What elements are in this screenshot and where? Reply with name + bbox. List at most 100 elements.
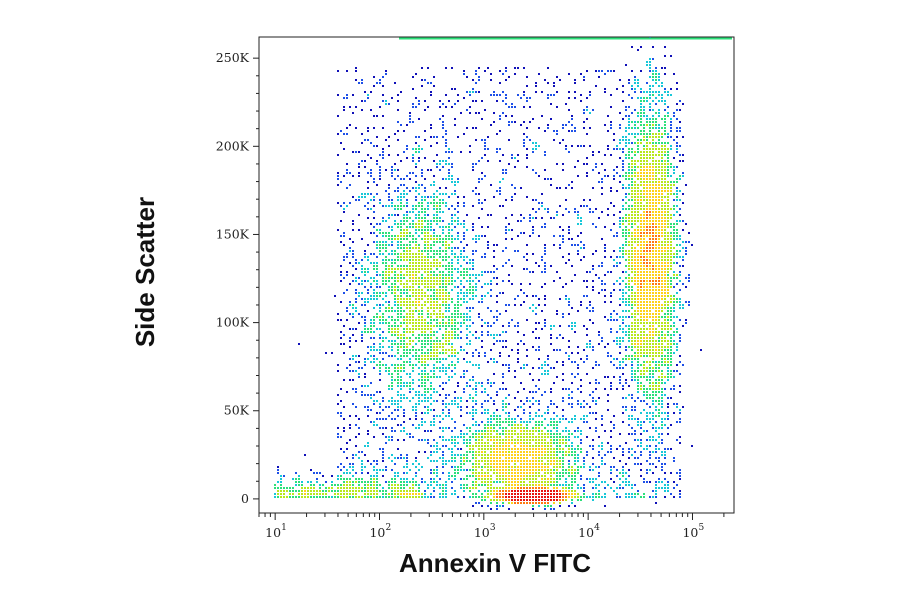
event-dot bbox=[568, 151, 570, 153]
event-dot bbox=[358, 292, 360, 294]
event-dot bbox=[532, 439, 534, 441]
event-dot bbox=[619, 211, 621, 213]
event-dot bbox=[403, 214, 405, 216]
event-dot bbox=[517, 460, 519, 462]
event-dot bbox=[523, 145, 525, 147]
event-dot bbox=[343, 259, 345, 261]
event-dot bbox=[676, 331, 678, 333]
event-dot bbox=[433, 343, 435, 345]
event-dot bbox=[667, 193, 669, 195]
event-dot bbox=[535, 478, 537, 480]
event-dot bbox=[397, 346, 399, 348]
event-dot bbox=[409, 256, 411, 258]
event-dot bbox=[451, 316, 453, 318]
event-dot bbox=[388, 385, 390, 387]
event-dot bbox=[361, 469, 363, 471]
event-dot bbox=[445, 295, 447, 297]
event-dot bbox=[559, 502, 561, 504]
event-dot bbox=[652, 361, 654, 363]
event-dot bbox=[439, 250, 441, 252]
event-dot bbox=[571, 118, 573, 120]
event-dot bbox=[403, 340, 405, 342]
event-dot bbox=[655, 226, 657, 228]
event-dot bbox=[355, 370, 357, 372]
event-dot bbox=[493, 490, 495, 492]
event-dot bbox=[631, 127, 633, 129]
event-dot bbox=[430, 235, 432, 237]
event-dot bbox=[361, 385, 363, 387]
event-dot bbox=[484, 253, 486, 255]
event-dot bbox=[574, 496, 576, 498]
event-dot bbox=[433, 280, 435, 282]
event-dot bbox=[484, 448, 486, 450]
event-dot bbox=[466, 352, 468, 354]
event-dot bbox=[646, 271, 648, 273]
event-dot bbox=[634, 175, 636, 177]
event-dot bbox=[382, 340, 384, 342]
event-dot bbox=[499, 424, 501, 426]
event-dot bbox=[571, 487, 573, 489]
event-dot bbox=[676, 130, 678, 132]
event-dot bbox=[619, 142, 621, 144]
event-dot bbox=[667, 331, 669, 333]
event-dot bbox=[586, 415, 588, 417]
event-dot bbox=[391, 493, 393, 495]
event-dot bbox=[412, 367, 414, 369]
event-dot bbox=[550, 475, 552, 477]
event-dot bbox=[643, 295, 645, 297]
event-dot bbox=[352, 358, 354, 360]
event-dot bbox=[655, 121, 657, 123]
event-dot bbox=[586, 172, 588, 174]
event-dot bbox=[442, 319, 444, 321]
event-dot bbox=[364, 304, 366, 306]
event-dot bbox=[673, 166, 675, 168]
event-dot bbox=[661, 298, 663, 300]
event-dot bbox=[484, 436, 486, 438]
event-dot bbox=[679, 391, 681, 393]
event-dot bbox=[640, 295, 642, 297]
event-dot bbox=[583, 496, 585, 498]
event-dot bbox=[652, 142, 654, 144]
event-dot bbox=[382, 358, 384, 360]
event-dot bbox=[394, 277, 396, 279]
event-dot bbox=[391, 340, 393, 342]
event-dot bbox=[559, 499, 561, 501]
event-dot bbox=[547, 481, 549, 483]
event-dot bbox=[427, 442, 429, 444]
event-dot bbox=[439, 226, 441, 228]
event-dot bbox=[400, 370, 402, 372]
event-dot bbox=[661, 439, 663, 441]
event-dot bbox=[340, 241, 342, 243]
event-dot bbox=[583, 205, 585, 207]
event-dot bbox=[427, 235, 429, 237]
event-dot bbox=[634, 166, 636, 168]
event-dot bbox=[643, 310, 645, 312]
event-dot bbox=[664, 286, 666, 288]
event-dot bbox=[670, 247, 672, 249]
event-dot bbox=[496, 451, 498, 453]
event-dot bbox=[649, 313, 651, 315]
event-dot bbox=[400, 274, 402, 276]
event-dot bbox=[361, 496, 363, 498]
event-dot bbox=[439, 340, 441, 342]
event-dot bbox=[430, 346, 432, 348]
event-dot bbox=[406, 259, 408, 261]
event-dot bbox=[628, 79, 630, 81]
event-dot bbox=[430, 82, 432, 84]
event-dot bbox=[667, 310, 669, 312]
event-dot bbox=[514, 370, 516, 372]
event-dot bbox=[421, 385, 423, 387]
event-dot bbox=[415, 187, 417, 189]
event-dot bbox=[355, 307, 357, 309]
event-dot bbox=[670, 286, 672, 288]
event-dot bbox=[634, 337, 636, 339]
event-dot bbox=[628, 298, 630, 300]
event-dot bbox=[583, 487, 585, 489]
event-dot bbox=[442, 343, 444, 345]
event-dot bbox=[661, 229, 663, 231]
event-dot bbox=[424, 406, 426, 408]
event-dot bbox=[427, 334, 429, 336]
event-dot bbox=[445, 268, 447, 270]
event-dot bbox=[592, 493, 594, 495]
event-dot bbox=[667, 340, 669, 342]
